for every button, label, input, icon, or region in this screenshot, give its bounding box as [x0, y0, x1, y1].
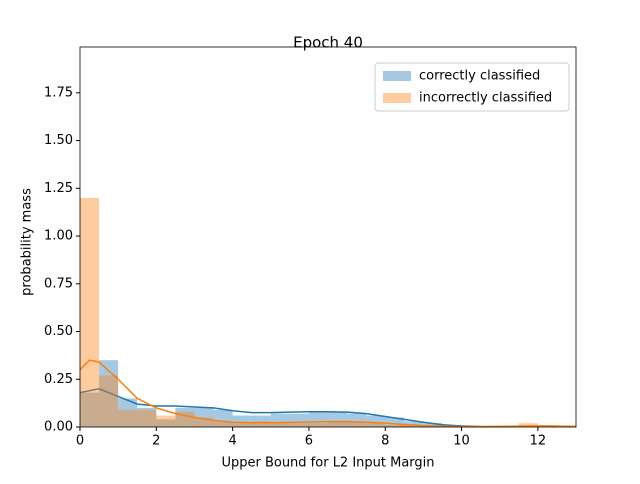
- histogram-bar: [156, 419, 176, 427]
- y-tick-label: 0.00: [44, 420, 73, 435]
- y-tick-label: 0.25: [44, 372, 73, 387]
- kde-line: [79, 388, 481, 428]
- histogram-bar: [270, 413, 290, 427]
- histogram-bar: [213, 421, 233, 427]
- y-tick-label: 1.50: [44, 133, 73, 148]
- histogram-bar: [289, 423, 309, 427]
- y-tick-label: 1.75: [44, 85, 73, 100]
- histogram-bar: [385, 425, 405, 427]
- histogram-bar: [251, 415, 271, 427]
- histogram-bar: [366, 423, 386, 427]
- y-tick-label: 0.50: [44, 324, 73, 339]
- histogram-bar: [194, 407, 214, 427]
- histogram-bar: [270, 423, 290, 427]
- histogram-bar: [232, 415, 252, 427]
- histogram-bar: [385, 417, 405, 427]
- legend-label: incorrectly classified: [419, 91, 552, 106]
- y-tick-label: 0.75: [44, 276, 73, 291]
- x-tick-label: 6: [305, 434, 313, 449]
- histogram-bar: [423, 423, 443, 427]
- y-axis-label: probability mass: [20, 188, 35, 296]
- histogram-bar: [308, 411, 328, 427]
- histogram-bar: [213, 409, 233, 427]
- legend-label: correctly classified: [419, 69, 540, 84]
- legend-swatch: [383, 93, 411, 103]
- histogram-bar: [175, 407, 195, 427]
- histogram-bar: [137, 407, 157, 427]
- histogram-bar: [328, 421, 348, 427]
- x-tick-label: 12: [530, 434, 547, 449]
- histogram-bar: [99, 375, 119, 427]
- histogram-bar: [175, 411, 195, 427]
- x-tick-label: 0: [76, 434, 84, 449]
- kde-line: [79, 359, 577, 428]
- histogram-bar: [232, 423, 252, 427]
- histogram-bar: [251, 421, 271, 427]
- histogram-bar: [347, 421, 367, 427]
- histogram-bar: [404, 421, 424, 427]
- histogram-bar: [404, 425, 424, 427]
- x-axis-label: Upper Bound for L2 Input Margin: [221, 456, 434, 471]
- x-tick-label: 2: [152, 434, 160, 449]
- histogram-bar: [194, 417, 214, 427]
- histogram-bar: [366, 415, 386, 427]
- y-tick-label: 1.00: [44, 229, 73, 244]
- histogram-bar: [80, 197, 100, 427]
- legend-swatch: [383, 71, 411, 81]
- x-tick-label: 8: [381, 434, 389, 449]
- histogram-bar: [99, 360, 119, 427]
- histogram-bar: [518, 423, 538, 427]
- x-tick-label: 4: [228, 434, 236, 449]
- histogram-bar: [328, 411, 348, 427]
- axes-frame: [79, 46, 577, 428]
- histogram-bar: [137, 409, 157, 427]
- y-tick-label: 1.25: [44, 181, 73, 196]
- histogram-bar: [156, 415, 176, 427]
- legend-box: [374, 62, 570, 112]
- x-tick-label: 10: [453, 434, 470, 449]
- histogram-bar: [347, 413, 367, 427]
- chart-title: Epoch 40: [293, 34, 363, 52]
- histogram-bar: [80, 392, 100, 427]
- histogram-bar: [289, 413, 309, 427]
- histogram-bar: [118, 398, 138, 427]
- histogram-bar: [118, 409, 138, 427]
- histogram-bar: [308, 423, 328, 427]
